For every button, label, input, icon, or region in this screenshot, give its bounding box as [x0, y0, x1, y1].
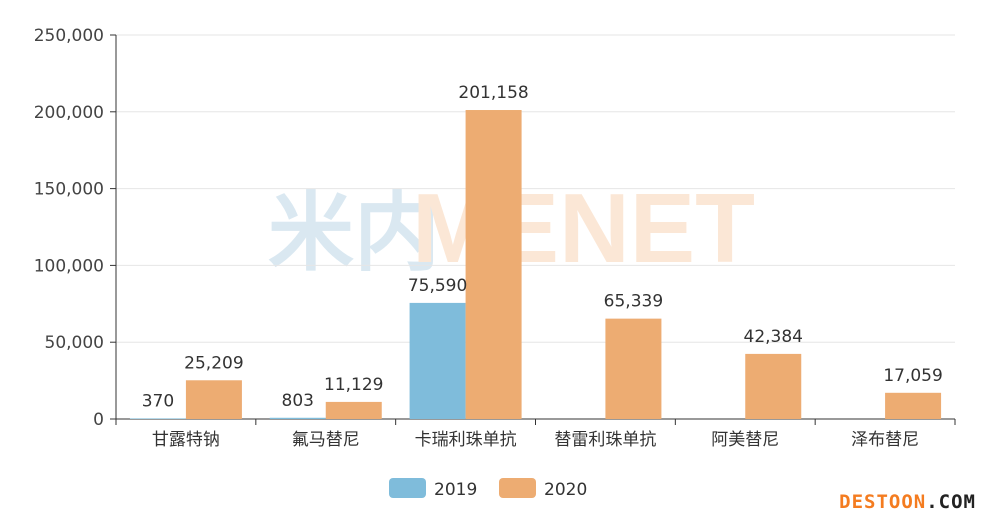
bar — [605, 318, 662, 419]
x-category-label: 氟马替尼 — [292, 430, 360, 450]
bar — [885, 392, 942, 419]
y-tick-label: 250,000 — [34, 26, 104, 46]
data-label: 17,059 — [883, 366, 942, 386]
data-label: 370 — [142, 391, 174, 411]
bar — [465, 110, 522, 420]
y-tick-label: 0 — [93, 410, 104, 430]
data-label: 201,158 — [458, 83, 528, 103]
data-label: 42,384 — [744, 327, 803, 347]
bar — [409, 302, 466, 419]
legend-swatch[interactable] — [389, 478, 426, 498]
y-tick-label: 100,000 — [34, 256, 104, 276]
bar — [129, 418, 186, 419]
x-axis: 甘露特钠 氟马替尼 卡瑞利珠单抗 替雷利珠单抗 阿美替尼 泽布替尼 — [115, 418, 956, 450]
legend-swatch[interactable] — [499, 478, 536, 498]
y-tick-label: 200,000 — [34, 103, 104, 123]
legend[interactable]: 2019 2020 — [389, 478, 587, 500]
site-logo: DESTOON.COM — [839, 491, 976, 513]
x-category-label: 泽布替尼 — [851, 430, 919, 450]
legend-label[interactable]: 2020 — [544, 480, 587, 500]
y-axis: 0 50,000 100,000 150,000 200,000 250,000 — [34, 26, 117, 430]
data-label: 65,339 — [604, 292, 663, 312]
y-tick-label: 150,000 — [34, 180, 104, 200]
x-category-label: 卡瑞利珠单抗 — [415, 430, 517, 450]
data-label: 25,209 — [184, 353, 243, 373]
watermark-text: MENET — [412, 173, 755, 283]
grid-lines — [116, 34, 955, 343]
bars — [129, 110, 942, 420]
watermark-mark: 米内 — [268, 183, 440, 283]
y-tick-label: 50,000 — [45, 333, 104, 353]
site-logo-part2: .COM — [926, 491, 976, 513]
x-category-label: 替雷利珠单抗 — [554, 430, 656, 450]
x-category-label: 阿美替尼 — [711, 430, 779, 450]
data-label: 11,129 — [324, 375, 383, 395]
x-category-label: 甘露特钠 — [152, 430, 220, 450]
bar — [269, 417, 326, 419]
data-label: 75,590 — [408, 276, 467, 296]
bar — [325, 401, 382, 419]
bar — [745, 353, 802, 419]
data-labels: 370 803 75,590 25,209 11,129 201,158 65,339 42,… — [142, 83, 943, 411]
legend-label[interactable]: 2019 — [434, 480, 477, 500]
data-label: 803 — [282, 391, 314, 411]
bar — [185, 380, 242, 419]
site-logo-part1: DESTOON — [839, 491, 927, 513]
